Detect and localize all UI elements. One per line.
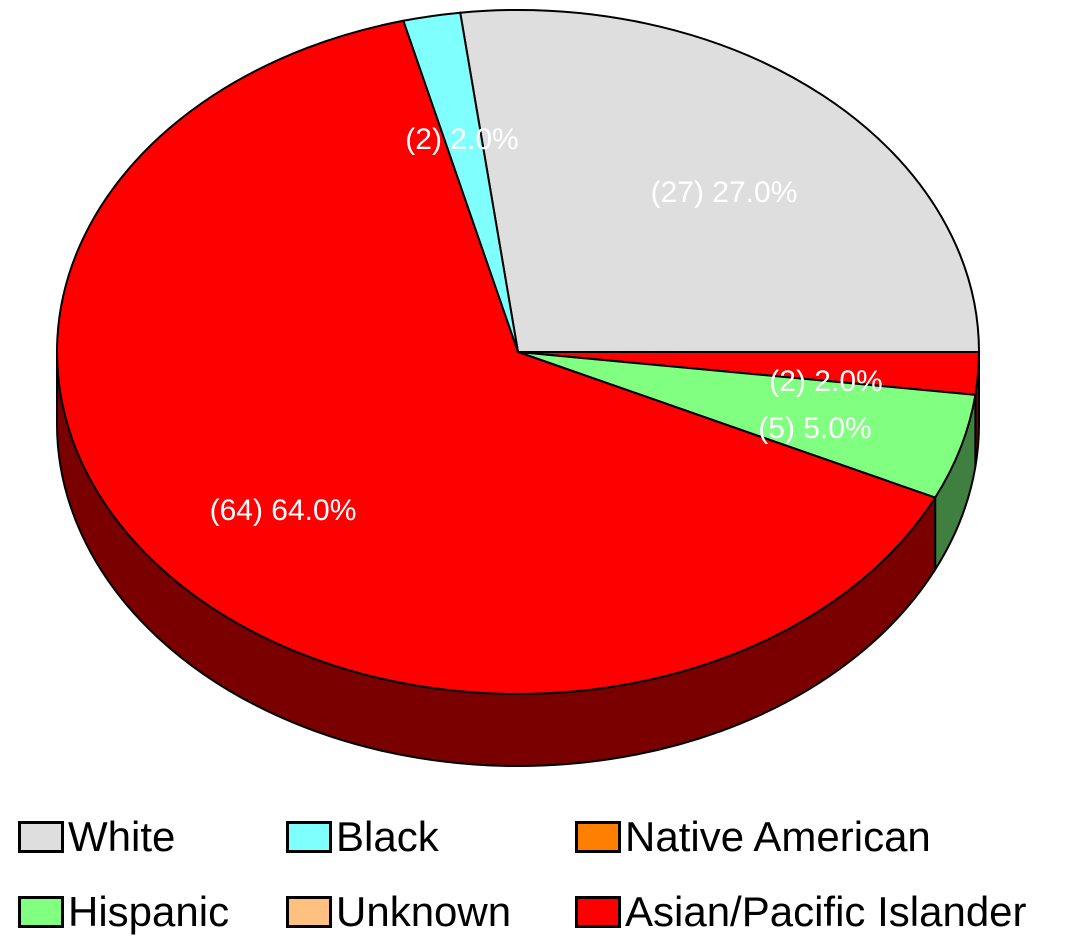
pie-chart: (27) 27.0% (2) 2.0% (5) 5.0% (64) 64.0% (2) … xyxy=(56,9,981,767)
legend-swatch-unknown xyxy=(286,896,332,928)
slice-label-white-0: (27) 27.0% xyxy=(651,176,798,209)
legend-swatch-asian-pacific-islander xyxy=(575,896,621,928)
legend: White Black Native American Hispanic Unk… xyxy=(0,800,1086,936)
legend-item-asian-pacific-islander: Asian/Pacific Islander xyxy=(575,887,1027,937)
legend-label-native-american: Native American xyxy=(625,813,931,860)
pie-labels: (27) 27.0% (2) 2.0% (5) 5.0% (64) 64.0% (2) … xyxy=(210,123,883,527)
legend-swatch-white xyxy=(18,821,64,853)
legend-label-asian-pacific-islander: Asian/Pacific Islander xyxy=(625,888,1027,935)
legend-label-black: Black xyxy=(336,813,439,860)
slice-label-hispanic-2: (5) 5.0% xyxy=(758,412,871,445)
legend-swatch-black xyxy=(286,821,332,853)
legend-item-hispanic: Hispanic xyxy=(18,887,229,937)
legend-label-unknown: Unknown xyxy=(336,888,512,935)
legend-item-black: Black xyxy=(286,812,439,862)
pie-top-faces xyxy=(56,9,981,695)
slice-label-asian-pacific-islander-3: (64) 64.0% xyxy=(210,494,357,527)
legend-swatch-native-american xyxy=(575,821,621,853)
pie-slice-white-0 xyxy=(459,9,981,353)
pie-slice-black-4 xyxy=(402,11,519,353)
slice-label-asian-pacific-islander-1: (2) 2.0% xyxy=(769,365,882,398)
legend-swatch-hispanic xyxy=(18,896,64,928)
legend-item-native-american: Native American xyxy=(575,812,931,862)
pie-slice-hispanic-2 xyxy=(517,351,977,499)
legend-label-hispanic: Hispanic xyxy=(68,888,230,935)
slice-label-black-4: (2) 2.0% xyxy=(405,123,518,156)
pie-slice-asian-pacific-islander-3 xyxy=(56,19,937,695)
legend-item-unknown: Unknown xyxy=(286,887,511,937)
legend-label-white: White xyxy=(68,813,176,860)
legend-item-white: White xyxy=(18,812,175,862)
